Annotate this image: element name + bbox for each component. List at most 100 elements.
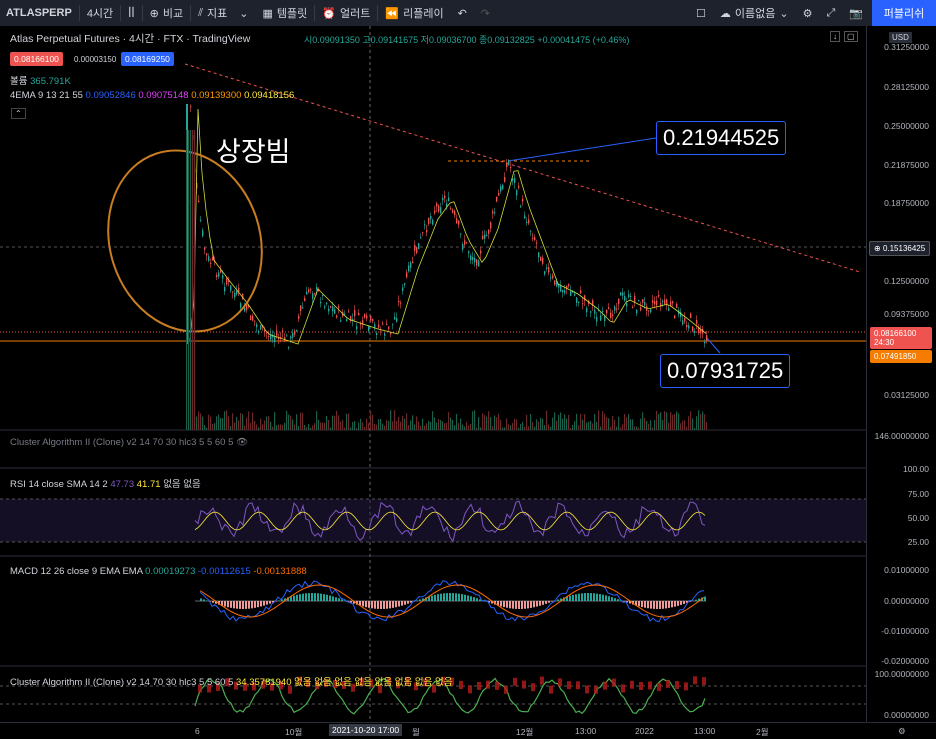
candle-body <box>608 307 609 309</box>
scroll-down-icon[interactable]: ↓ <box>830 31 840 42</box>
cluster-marker <box>621 684 625 692</box>
candle-body <box>372 319 373 321</box>
chart-type-button[interactable]: ꟾꟾ <box>121 0 142 26</box>
macd-histogram-bar <box>470 596 472 601</box>
macd-histogram-bar <box>302 594 304 601</box>
volume-bar <box>650 420 651 430</box>
candle-body <box>310 289 311 290</box>
volume-bar <box>484 415 485 430</box>
candle-body <box>370 316 371 320</box>
candle-body <box>332 306 333 311</box>
maximize-icon[interactable]: ▢ <box>844 31 858 42</box>
candle-body <box>472 257 473 260</box>
cluster2-label: Cluster Algorithm II (Clone) v2 14 70 30… <box>10 677 233 688</box>
cluster-marker <box>459 681 463 689</box>
macd-scale-label: -0.01000000 <box>881 626 929 636</box>
compare-button[interactable]: ⊕비교 <box>143 0 190 26</box>
settings-button[interactable]: ⚙ <box>796 0 820 26</box>
macd-histogram-bar <box>518 601 520 609</box>
replay-button[interactable]: ⏪리플레이 <box>378 0 450 26</box>
volume-bar <box>576 414 577 430</box>
volume-bar <box>670 412 671 430</box>
volume-bar <box>440 420 441 430</box>
symbol-search[interactable]: ATLASPERP <box>0 0 79 26</box>
macd-histogram-bar <box>314 593 316 601</box>
undo-button[interactable]: ↶ <box>451 0 474 26</box>
candle-body <box>582 303 583 304</box>
top-price-callout[interactable]: 0.21944525 <box>656 121 786 155</box>
candle-body <box>570 291 571 296</box>
macd-histogram-bar <box>389 601 391 608</box>
listing-annotation[interactable]: 상장빔 <box>216 130 291 169</box>
sell-button[interactable]: 0.08166100 <box>10 52 63 66</box>
volume-bar <box>268 416 269 430</box>
volume-bar <box>692 418 693 430</box>
volume-bar <box>400 422 401 430</box>
macd-histogram-bar <box>683 601 685 604</box>
volume-bar <box>308 424 309 430</box>
macd-histogram-bar <box>539 601 541 606</box>
macd-histogram-bar <box>575 594 577 601</box>
volume-bar <box>248 412 249 430</box>
ema-value: 0.09139300 <box>191 90 241 101</box>
macd-scale-label: -0.02000000 <box>881 656 929 666</box>
volume-bar <box>196 416 197 430</box>
candle-body <box>518 186 519 188</box>
expand-button[interactable]: ⤢ <box>819 0 842 26</box>
candle-body <box>636 310 637 314</box>
macd-histogram-bar <box>203 599 205 601</box>
volume-bar <box>474 410 475 430</box>
settings-icon[interactable]: ⚙ <box>898 726 906 737</box>
volume-bar <box>668 423 669 430</box>
volume-bar <box>604 414 605 430</box>
macd-histogram-bar <box>401 601 403 606</box>
macd-label: MACD 12 26 close 9 EMA EMA <box>10 566 143 577</box>
collapse-legend-button[interactable]: ⌃ <box>11 108 26 119</box>
expand-icon: ⤢ <box>826 7 835 20</box>
templates-button[interactable]: ▦템플릿 <box>256 0 315 26</box>
macd-histogram-bar <box>473 597 475 601</box>
volume-bar <box>408 425 409 430</box>
volume-bar <box>642 412 643 430</box>
macd-hist-value: 0.00019273 <box>145 566 195 577</box>
volume-bar <box>648 424 649 430</box>
snapshot-button[interactable]: 📷 <box>842 0 870 26</box>
volume-bar <box>214 423 215 430</box>
macd-histogram-bar <box>674 601 676 607</box>
candle-body <box>320 302 321 303</box>
volume-bar <box>222 418 223 430</box>
volume-bar <box>220 418 221 430</box>
interval-selector[interactable]: 4시간 <box>80 0 120 26</box>
volume-bar <box>442 421 443 430</box>
volume-bar <box>412 415 413 430</box>
fullscreen-toggle[interactable]: ☐ <box>689 0 713 26</box>
layout-menu[interactable]: ☁이름없음⌄ <box>713 0 796 26</box>
cluster2-value: 34.35781940 없음 없음 없음 없음 없음 없음 없음 없음 <box>236 677 452 688</box>
callout-connector <box>508 138 656 161</box>
volume-bar <box>346 414 347 430</box>
volume-bar <box>446 423 447 430</box>
alert-button[interactable]: ⏰얼러트 <box>315 0 377 26</box>
bottom-price-callout[interactable]: 0.07931725 <box>660 354 790 388</box>
volume-bar <box>476 428 477 430</box>
macd-signal-value: -0.00131888 <box>253 566 306 577</box>
volume-bar <box>416 416 417 430</box>
eye-icon[interactable]: 👁 <box>236 437 248 448</box>
time-scale[interactable]: 6 10월 2021-10-20 17:00 월 12월 13:00 2022 … <box>0 722 936 739</box>
volume-bar <box>398 417 399 430</box>
candle-body <box>190 106 191 107</box>
price-scale[interactable]: USD 0.31250000 0.28125000 0.25000000 0.2… <box>866 26 936 722</box>
publish-button[interactable]: 퍼블리쉬 <box>872 0 936 26</box>
macd-histogram-bar <box>269 601 271 604</box>
redo-button[interactable]: ↷ <box>474 0 497 26</box>
macd-histogram-bar <box>230 601 232 608</box>
indicators-button[interactable]: ⫽지표⌄ <box>191 0 255 26</box>
macd-histogram-bar <box>326 595 328 601</box>
alert-label: 얼러트 <box>340 5 370 21</box>
cluster-marker <box>576 681 580 689</box>
candle-body <box>402 287 403 291</box>
macd-histogram-bar <box>467 595 469 601</box>
buy-button[interactable]: 0.08169250 <box>121 52 174 66</box>
candle-body <box>292 333 293 338</box>
macd-histogram-bar <box>362 601 364 606</box>
